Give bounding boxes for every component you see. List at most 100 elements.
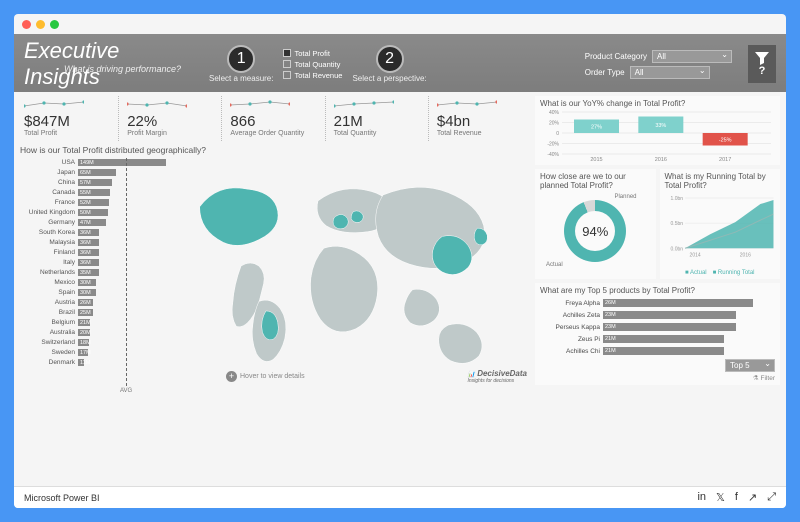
geo-bar-row[interactable]: United Kingdom 50M [20,208,170,217]
country-name: Italy [20,259,75,266]
product-category-label: Product Category [585,52,647,61]
country-name: Australia [20,329,75,336]
running-chart[interactable]: 1.0bn0.5bn0.0bn20142016 [665,192,776,270]
geo-bar-row[interactable]: Austria 26M [20,298,170,307]
geo-bar-row[interactable]: Germany 47M [20,218,170,227]
step-1-badge: 1 [227,45,255,73]
bar-value: 20M [80,330,91,336]
facebook-icon[interactable]: f [735,491,738,504]
left-column: $847M Total Profit 22% Profit Margin 866… [20,96,531,484]
minimize-icon[interactable] [36,20,45,29]
fullscreen-icon[interactable]: ⤢ [767,491,776,504]
app-window: Executive Insights What is driving perfo… [14,14,786,508]
product-name: Achilles Zeta [540,312,600,319]
order-type-label: Order Type [585,68,625,77]
top5-row[interactable]: Zeus Pi 21M [540,333,775,345]
geo-bar-row[interactable]: Canada 55M [20,188,170,197]
plus-icon: + [226,371,237,382]
svg-text:2016: 2016 [739,252,750,258]
svg-text:2016: 2016 [655,157,667,162]
geo-bar-row[interactable]: Finland 36M [20,248,170,257]
geo-bar-row[interactable]: Mexico 30M [20,278,170,287]
window-controls [22,20,59,29]
country-name: Germany [20,219,75,226]
geo-bar-row[interactable]: Japan 65M [20,168,170,177]
order-type-select[interactable]: All [630,66,710,79]
funnel-icon: ⚗ [753,374,759,382]
kpi-value: $4bn [437,113,527,130]
svg-text:33%: 33% [655,123,666,129]
geo-bar-row[interactable]: Malaysia 36M [20,238,170,247]
geo-bar-row[interactable]: Netherlands 35M [20,268,170,277]
bar-value: 30M [80,290,91,296]
brand-logo: 📊 DecisiveData Insights for decisions [467,369,527,384]
geo-bar-row[interactable]: South Korea 36M [20,228,170,237]
geo-bar-row[interactable]: France 52M [20,198,170,207]
donut-value: 94% [575,211,615,251]
linkedin-icon[interactable]: in [697,491,706,504]
top5-row[interactable]: Perseus Kappa 23M [540,321,775,333]
kpi-card[interactable]: 866 Average Order Quantity [226,96,325,141]
geo-bar-row[interactable]: Belgium 21M [20,318,170,327]
product-value: 23M [605,312,616,318]
kpi-label: Total Revenue [437,130,527,137]
planned-label: Planned [614,194,636,200]
measure-option[interactable]: Total Quantity [283,60,342,69]
filter-icon-button[interactable]: ? [748,45,776,83]
top5-row[interactable]: Achilles Zeta 23M [540,309,775,321]
geo-bar-row[interactable]: Australia 20M [20,328,170,337]
checkbox-icon [283,60,291,68]
kpi-value: 22% [127,113,217,130]
help-icon[interactable]: ? [759,65,766,77]
country-name: Finland [20,249,75,256]
checkbox-icon [283,49,291,57]
geo-bar-row[interactable]: Spain 30M [20,288,170,297]
kpi-card[interactable]: $4bn Total Revenue [433,96,531,141]
svg-text:27%: 27% [591,124,602,130]
geo-bar-row[interactable]: Brazil 25M [20,308,170,317]
top5-panel: What are my Top 5 products by Total Prof… [535,283,780,385]
filter-link[interactable]: ⚗Filter [753,374,775,382]
top5-row[interactable]: Achilles Chi 21M [540,345,775,357]
geo-bar-row[interactable]: China 57M [20,178,170,187]
maximize-icon[interactable] [50,20,59,29]
geo-bar-row[interactable]: Italy 36M [20,258,170,267]
geo-bar-row[interactable]: USA 149M [20,158,170,167]
kpi-card[interactable]: $847M Total Profit [20,96,119,141]
geo-bar-row[interactable]: Denmark 11M [20,358,170,367]
world-map[interactable]: + Hover to view details 📊 DecisiveData I… [176,158,531,386]
measure-label: Total Profit [294,49,329,58]
bar-value: 50M [80,210,91,216]
kpi-label: Total Profit [24,130,114,137]
svg-text:0.5bn: 0.5bn [670,221,683,227]
country-name: South Korea [20,229,75,236]
product-name: Zeus Pi [540,336,600,343]
yoy-chart[interactable]: 40%20%0-20%-40%27%201533%2016-25%2017 [540,110,775,162]
country-name: Austria [20,299,75,306]
share-icon[interactable]: ↗ [748,491,757,504]
kpi-card[interactable]: 22% Profit Margin [123,96,222,141]
top5-select[interactable]: Top 5 [725,359,775,372]
donut-chart[interactable]: Planned 94% Actual [540,192,651,270]
geo-bar-row[interactable]: Sweden 17M [20,348,170,357]
hover-hint: + Hover to view details [226,371,305,382]
country-name: China [20,179,75,186]
svg-text:-20%: -20% [547,142,559,148]
donut-title: How close are we to our planned Total Pr… [540,172,651,190]
product-name: Perseus Kappa [540,324,600,331]
measure-option[interactable]: Total Revenue [283,71,342,80]
actual-label: Actual [546,262,563,268]
top5-row[interactable]: Freya Alpha 26M [540,297,775,309]
bar-value: 57M [80,180,91,186]
bar-value: 17M [80,350,91,356]
measure-option[interactable]: Total Profit [283,49,342,58]
yoy-panel: What is our YoY% change in Total Profit?… [535,96,780,165]
kpi-card[interactable]: 21M Total Quantity [330,96,429,141]
country-name: Malaysia [20,239,75,246]
product-category-select[interactable]: All [652,50,732,63]
geo-bar-row[interactable]: Switzerland 18M [20,338,170,347]
close-icon[interactable] [22,20,31,29]
bar-value: 30M [80,280,91,286]
dashboard-header: Executive Insights What is driving perfo… [14,34,786,92]
twitter-icon[interactable]: 𝕏 [716,491,725,504]
